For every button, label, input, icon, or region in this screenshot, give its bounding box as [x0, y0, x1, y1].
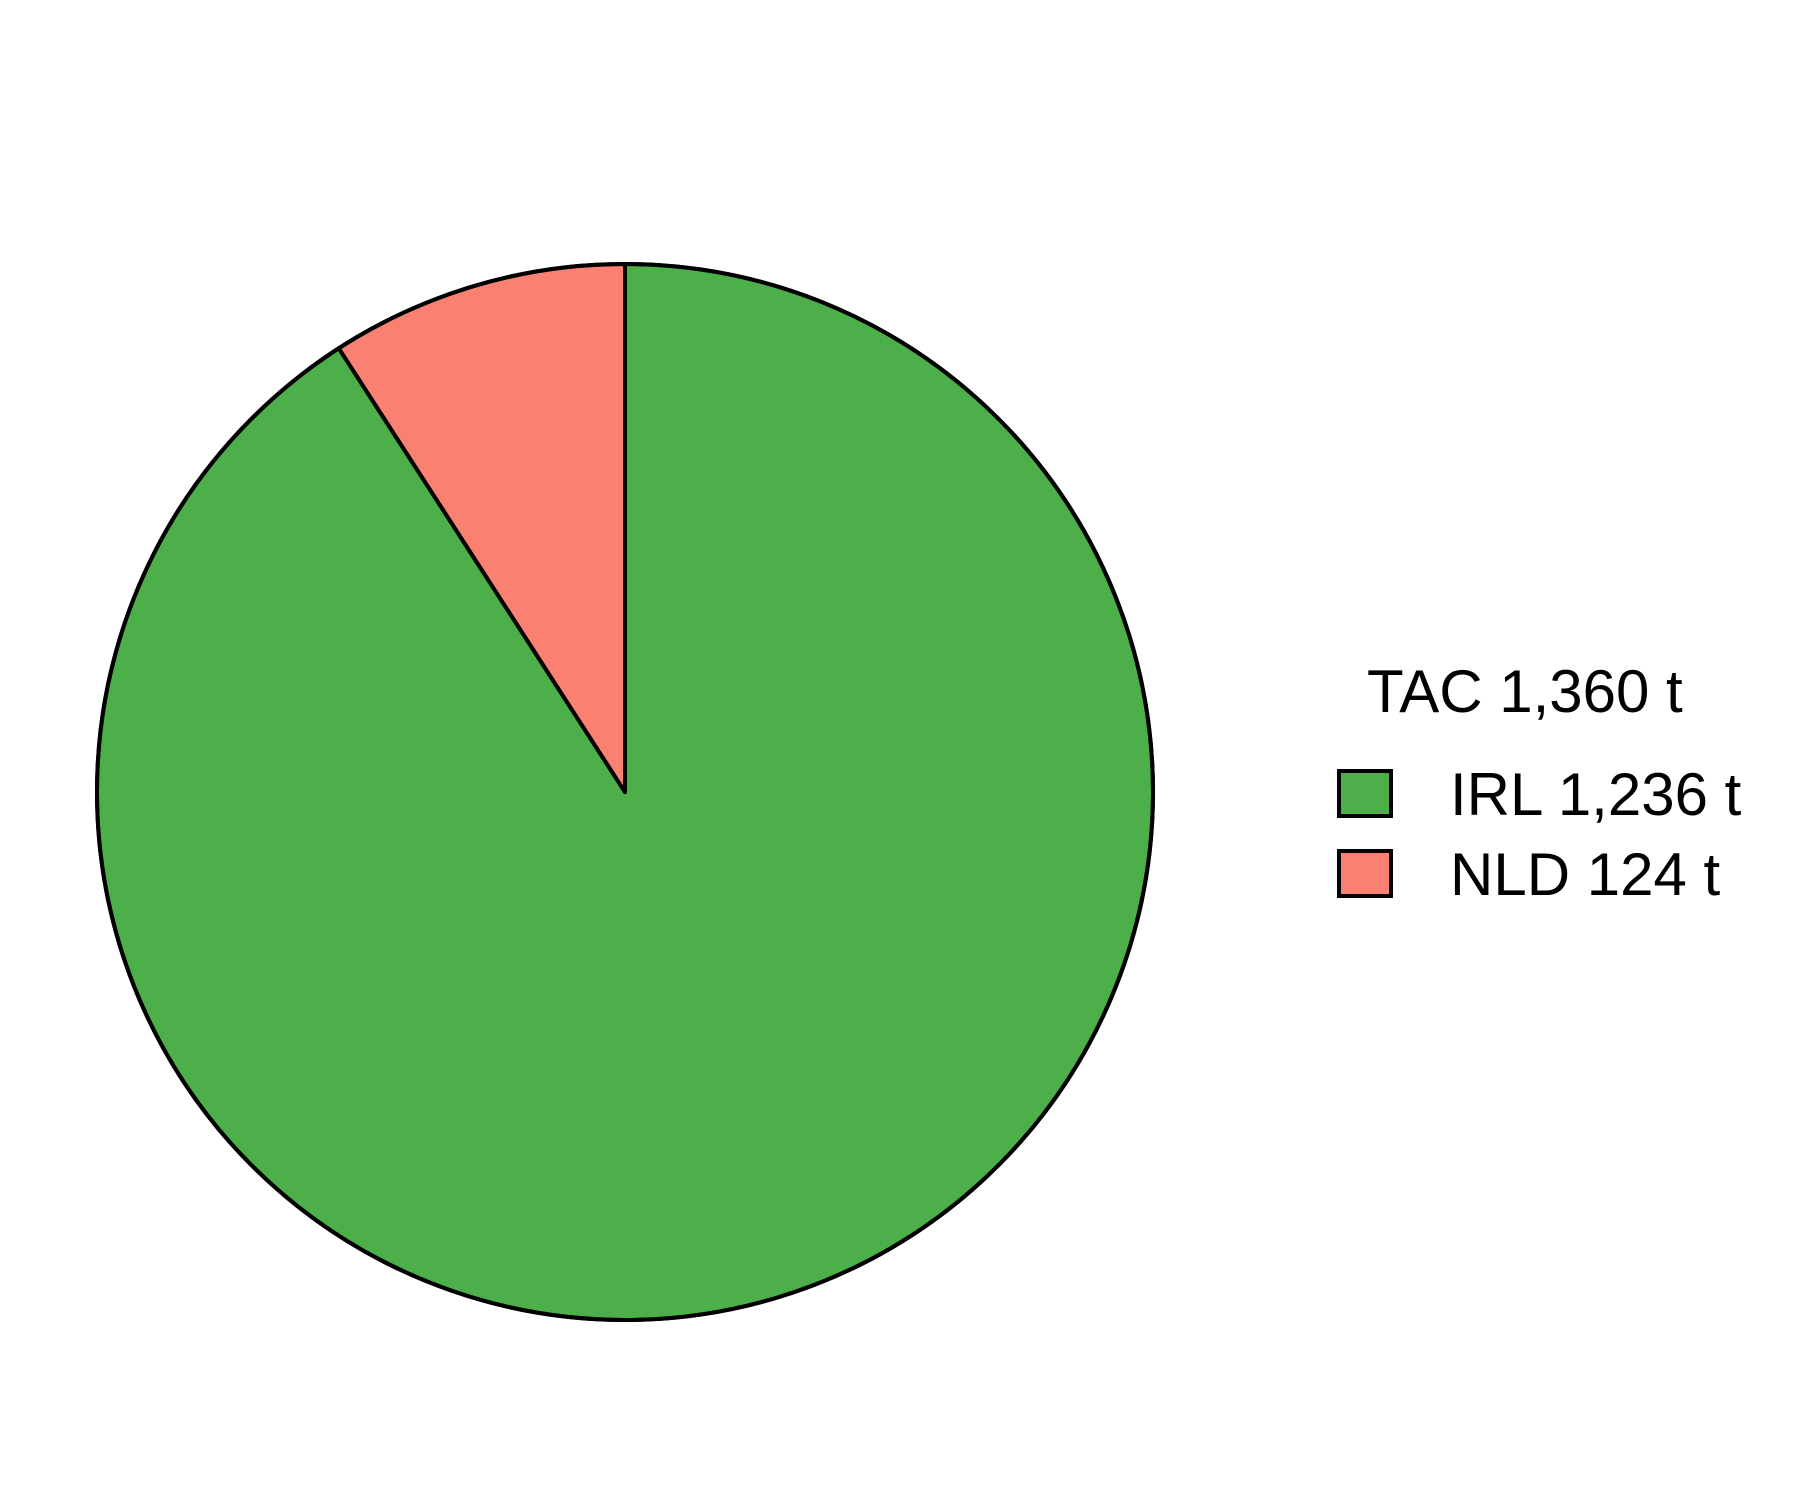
legend-swatch-nld	[1337, 849, 1393, 898]
legend-label-irl: IRL 1,236 t	[1450, 761, 1742, 828]
legend: TAC 1,360 t IRL 1,236 t NLD 124 t	[1337, 658, 1742, 908]
pie-slices	[95, 262, 1155, 1322]
legend-label-nld: NLD 124 t	[1450, 841, 1720, 908]
legend-title: TAC 1,360 t	[1367, 658, 1683, 725]
pie-outline	[95, 262, 1155, 1322]
legend-swatch-irl	[1337, 769, 1393, 818]
